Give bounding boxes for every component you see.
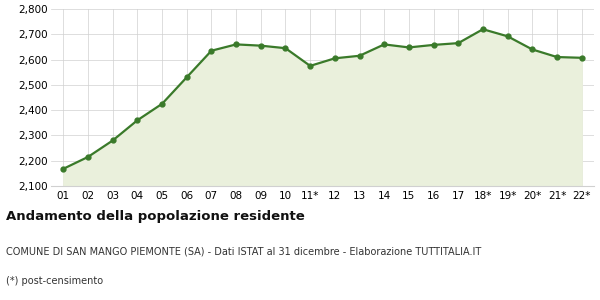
Text: COMUNE DI SAN MANGO PIEMONTE (SA) - Dati ISTAT al 31 dicembre - Elaborazione TUT: COMUNE DI SAN MANGO PIEMONTE (SA) - Dati… bbox=[6, 246, 481, 256]
Text: Andamento della popolazione residente: Andamento della popolazione residente bbox=[6, 210, 305, 223]
Text: (*) post-censimento: (*) post-censimento bbox=[6, 276, 103, 286]
